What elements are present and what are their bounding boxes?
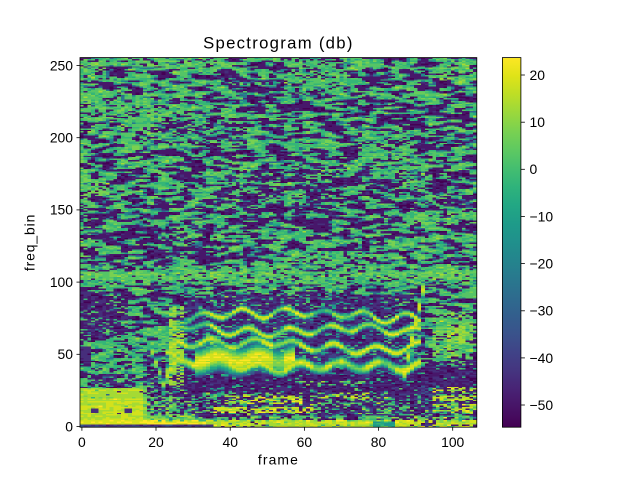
svg-text:−10: −10 — [530, 208, 554, 224]
svg-text:0: 0 — [78, 434, 86, 450]
svg-text:frame: frame — [258, 452, 299, 468]
svg-text:−40: −40 — [530, 350, 554, 366]
svg-text:0: 0 — [65, 418, 73, 434]
svg-text:−50: −50 — [530, 397, 554, 413]
svg-text:freq_bin: freq_bin — [22, 214, 38, 271]
svg-text:−20: −20 — [530, 256, 554, 272]
svg-text:200: 200 — [50, 130, 73, 146]
svg-text:20: 20 — [530, 67, 546, 83]
svg-text:150: 150 — [50, 202, 73, 218]
svg-text:0: 0 — [530, 161, 538, 177]
svg-text:−30: −30 — [530, 303, 554, 319]
svg-text:60: 60 — [297, 434, 313, 450]
svg-text:80: 80 — [371, 434, 387, 450]
svg-text:100: 100 — [441, 434, 464, 450]
svg-text:10: 10 — [530, 114, 546, 130]
svg-text:40: 40 — [222, 434, 238, 450]
svg-text:Spectrogram (db): Spectrogram (db) — [203, 34, 354, 53]
svg-text:100: 100 — [50, 274, 73, 290]
svg-text:20: 20 — [148, 434, 164, 450]
svg-text:250: 250 — [50, 57, 73, 73]
svg-text:50: 50 — [58, 346, 74, 362]
